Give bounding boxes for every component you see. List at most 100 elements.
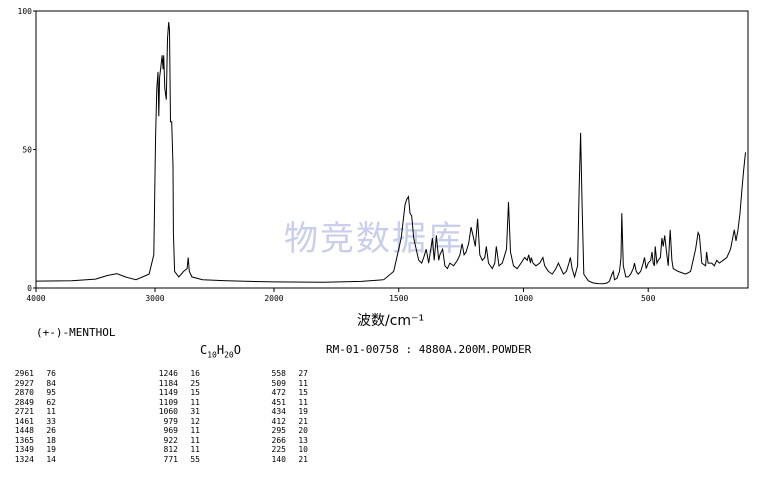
y-tick-label: 100 xyxy=(18,7,33,16)
peak-wavenumber: 812 xyxy=(163,445,178,454)
formula-carbon: C xyxy=(200,343,208,357)
peak-table-column: 2961 76 2927 84 2870 95 2849 62 2721 11 1461 33 1448… xyxy=(10,369,56,464)
peak-intensity: 21 xyxy=(298,454,308,464)
peak-row: 558 27 xyxy=(262,369,308,379)
peak-row: 2961 76 xyxy=(10,369,56,379)
peak-intensity: 33 xyxy=(46,416,56,426)
peak-wavenumber: 451 xyxy=(271,397,286,407)
peak-wavenumber: 1184 xyxy=(158,378,178,388)
peak-wavenumber: 1060 xyxy=(158,407,178,416)
peak-wavenumber: 1349 xyxy=(14,445,34,454)
x-tick-label: 1000 xyxy=(514,294,533,303)
peak-intensity: 84 xyxy=(46,378,56,388)
peak-wavenumber: 295 xyxy=(271,426,286,435)
peak-intensity: 55 xyxy=(190,454,200,464)
peak-intensity: 10 xyxy=(298,445,308,454)
peak-row: 771 55 xyxy=(154,455,200,465)
peak-wavenumber: 1324 xyxy=(14,454,34,464)
x-axis-label: 波数/cm⁻¹ xyxy=(357,313,424,329)
peak-intensity: 20 xyxy=(298,426,308,435)
peak-wavenumber: 1246 xyxy=(158,369,178,378)
compound-name: (+-)-MENTHOL xyxy=(36,326,116,339)
peak-wavenumber: 2961 xyxy=(14,369,34,378)
peak-intensity: 11 xyxy=(190,426,200,435)
peak-row: 1461 33 xyxy=(10,417,56,427)
peak-intensity: 11 xyxy=(46,407,56,416)
peak-wavenumber: 1448 xyxy=(14,426,34,435)
peak-wavenumber: 225 xyxy=(271,445,286,454)
peak-row: 434 19 xyxy=(262,407,308,417)
peak-table-column: 558 27 509 11 472 15 451 11 434 19 412 21 295 20 266 13… xyxy=(262,369,308,464)
peak-table-column: 1246 16 1184 25 1149 15 1109 11 1060 31 979 12 969 11… xyxy=(154,369,200,464)
peak-row: 295 20 xyxy=(262,426,308,436)
peak-row: 969 11 xyxy=(154,426,200,436)
peak-row: 1109 11 xyxy=(154,398,200,408)
peak-row: 1149 15 xyxy=(154,388,200,398)
peak-wavenumber: 1461 xyxy=(14,416,34,426)
peak-row: 1060 31 xyxy=(154,407,200,417)
peak-row: 451 11 xyxy=(262,398,308,408)
peak-row: 140 21 xyxy=(262,455,308,465)
peak-row: 1324 14 xyxy=(10,455,56,465)
peak-intensity: 27 xyxy=(298,369,308,378)
peak-intensity: 19 xyxy=(46,445,56,454)
peak-intensity: 16 xyxy=(190,369,200,378)
peak-row: 472 15 xyxy=(262,388,308,398)
peak-row: 922 11 xyxy=(154,436,200,446)
peak-intensity: 11 xyxy=(190,435,200,445)
peak-intensity: 25 xyxy=(190,378,200,388)
x-tick-label: 3000 xyxy=(145,294,164,303)
peak-row: 812 11 xyxy=(154,445,200,455)
peak-row: 412 21 xyxy=(262,417,308,427)
peak-wavenumber: 922 xyxy=(163,435,178,445)
peak-intensity: 21 xyxy=(298,416,308,426)
x-tick-label: 4000 xyxy=(26,294,45,303)
peak-wavenumber: 266 xyxy=(271,435,286,445)
peak-row: 225 10 xyxy=(262,445,308,455)
x-tick-label: 1500 xyxy=(389,294,408,303)
peak-wavenumber: 1109 xyxy=(158,397,178,407)
peak-wavenumber: 1365 xyxy=(14,435,34,445)
peak-wavenumber: 509 xyxy=(271,378,286,388)
peak-wavenumber: 2870 xyxy=(14,388,34,397)
peak-intensity: 11 xyxy=(298,378,308,388)
peak-row: 2721 11 xyxy=(10,407,56,417)
peak-intensity: 13 xyxy=(298,435,308,445)
y-tick-label: 50 xyxy=(22,146,32,155)
peak-wavenumber: 2927 xyxy=(14,378,34,388)
peak-row: 2870 95 xyxy=(10,388,56,398)
peak-intensity: 14 xyxy=(46,454,56,464)
peak-row: 979 12 xyxy=(154,417,200,427)
peak-intensity: 15 xyxy=(190,388,200,397)
y-tick-label: 0 xyxy=(27,284,32,293)
formula-carbon-count: 10 xyxy=(207,350,217,360)
peak-intensity: 11 xyxy=(190,397,200,407)
peak-wavenumber: 979 xyxy=(163,416,178,426)
peak-intensity: 76 xyxy=(46,369,56,378)
peak-wavenumber: 771 xyxy=(163,454,178,464)
peak-intensity: 11 xyxy=(298,397,308,407)
peak-row: 1246 16 xyxy=(154,369,200,379)
peak-intensity: 15 xyxy=(298,388,308,397)
peak-intensity: 12 xyxy=(190,416,200,426)
formula-hydrogen-count: 20 xyxy=(224,350,234,360)
peak-wavenumber: 434 xyxy=(271,407,286,416)
peak-row: 2849 62 xyxy=(10,398,56,408)
peak-row: 1184 25 xyxy=(154,379,200,389)
peak-wavenumber: 969 xyxy=(163,426,178,435)
x-tick-label: 2000 xyxy=(264,294,283,303)
peak-row: 509 11 xyxy=(262,379,308,389)
peak-row: 1448 26 xyxy=(10,426,56,436)
peak-intensity: 26 xyxy=(46,426,56,435)
peak-intensity: 19 xyxy=(298,407,308,416)
spectrum-line xyxy=(35,22,746,285)
axis-ticks: 4000 3000 2000 1500 1000 500 0 50 100 xyxy=(18,7,656,303)
peak-intensity: 95 xyxy=(46,388,56,397)
peak-wavenumber: 2721 xyxy=(14,407,34,416)
peak-row: 1365 18 xyxy=(10,436,56,446)
peak-intensity: 11 xyxy=(190,445,200,454)
peak-wavenumber: 558 xyxy=(271,369,286,378)
peak-intensity: 31 xyxy=(190,407,200,416)
formula-hydrogen: H xyxy=(216,343,225,357)
formula-oxygen: O xyxy=(233,343,241,357)
